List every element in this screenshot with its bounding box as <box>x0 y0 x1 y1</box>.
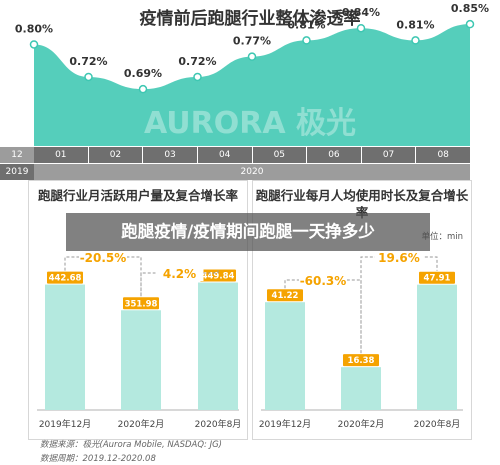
month-tick: 06 <box>306 147 361 163</box>
month-axis-row: 12 01 02 03 04 05 06 07 08 <box>0 147 470 163</box>
area-point <box>411 36 420 45</box>
area-value-label: 0.72% <box>178 55 216 68</box>
area-value-label: 0.80% <box>15 22 53 35</box>
chart-title: 疫情前后跑腿行业整体渗透率 <box>139 9 361 29</box>
overlay-banner: 跑腿疫情/疫情期间跑腿一天挣多少 <box>66 213 430 251</box>
month-axis-first: 12 <box>0 147 34 163</box>
month-tick: 02 <box>87 147 143 163</box>
growth-rate-label: -60.3% <box>300 274 347 288</box>
bar-value-tag <box>419 271 455 284</box>
bar-value-label: 41.22 <box>272 291 299 301</box>
bar-value-tag <box>47 271 83 284</box>
period-note: 数据周期：2019.12-2020.08 <box>40 454 156 464</box>
bar <box>417 284 457 410</box>
area-value-label: 0.72% <box>69 55 107 68</box>
bar-value-label: 351.98 <box>125 299 158 309</box>
area-value-label: 0.81% <box>287 18 325 31</box>
area-point <box>193 72 202 82</box>
area-value-label: 0.77% <box>233 35 271 48</box>
area-point <box>29 40 39 49</box>
bar-category-label: 2020年8月 <box>195 418 242 430</box>
year-axis-row: 2019 2020 <box>0 164 470 180</box>
bar-value-label: 16.38 <box>348 356 375 366</box>
bar <box>45 284 85 410</box>
unit-label: 单位：min <box>421 232 463 242</box>
growth-rate-label: 4.2% <box>163 267 196 281</box>
year-2019-label: 2019 <box>0 164 34 180</box>
bar-value-label: 449.84 <box>202 272 235 282</box>
area-value-label: 0.81% <box>396 18 434 31</box>
growth-label-bg <box>79 248 127 265</box>
bar-value-tag <box>343 354 379 367</box>
bar-value-label: 442.68 <box>49 274 82 284</box>
area-point <box>302 36 311 45</box>
area-point <box>138 84 148 94</box>
month-tick: 07 <box>360 147 416 163</box>
area-point <box>247 52 257 61</box>
bar-category-label: 2020年8月 <box>414 418 461 430</box>
area-point <box>84 72 93 82</box>
bar <box>341 367 381 410</box>
mau-panel-title: 跑腿行业月活跃用户量及复合增长率 <box>37 188 238 203</box>
bar-value-tag <box>267 289 303 302</box>
source-note: 数据来源：极光(Aurora Mobile, NASDAQ: JG) <box>40 440 222 450</box>
area-value-label: 0.84% <box>342 6 380 19</box>
growth-label-bg <box>375 248 423 265</box>
bar-value-label: 47.91 <box>424 274 451 284</box>
area-fill <box>34 24 470 147</box>
bar-category-label: 2019年12月 <box>259 418 311 430</box>
watermark-text: AURORA 极光 <box>144 106 356 141</box>
growth-label-bg <box>155 264 204 281</box>
month-tick: 01 <box>55 150 67 160</box>
growth-rate-label: -20.5% <box>80 251 127 265</box>
bar-category-label: 2020年2月 <box>338 418 385 430</box>
penetration-area-chart: AURORA 极光 0.80% 0.72% 0.69% 0.72% 0.77% 0.81%… <box>15 2 489 147</box>
month-tick: 08 <box>415 147 470 163</box>
bar <box>121 310 161 410</box>
area-point <box>465 19 475 29</box>
growth-label-bg <box>299 271 347 288</box>
month-tick: 04 <box>196 147 252 163</box>
usage-bar-chart: 41.22 2019年12月 16.38 2020年2月 47.91 2020年8月 -60… <box>259 248 463 430</box>
area-point <box>356 23 366 33</box>
month-tick: 05 <box>251 147 307 163</box>
area-value-label: 0.69% <box>124 67 162 80</box>
area-value-label: 0.85% <box>451 2 489 15</box>
month-tick: 03 <box>142 147 197 163</box>
year-2020-label: 2020 <box>240 167 264 177</box>
bar <box>265 302 305 410</box>
bar-category-label: 2020年2月 <box>118 418 165 430</box>
bar-category-label: 2019年12月 <box>39 418 91 430</box>
bar <box>198 282 238 410</box>
bar-value-tag <box>123 297 159 310</box>
growth-rate-label: 19.6% <box>378 251 420 265</box>
mau-bar-chart: 442.68 2019年12月 351.98 2020年2月 449.84 2020年8月… <box>37 248 242 430</box>
